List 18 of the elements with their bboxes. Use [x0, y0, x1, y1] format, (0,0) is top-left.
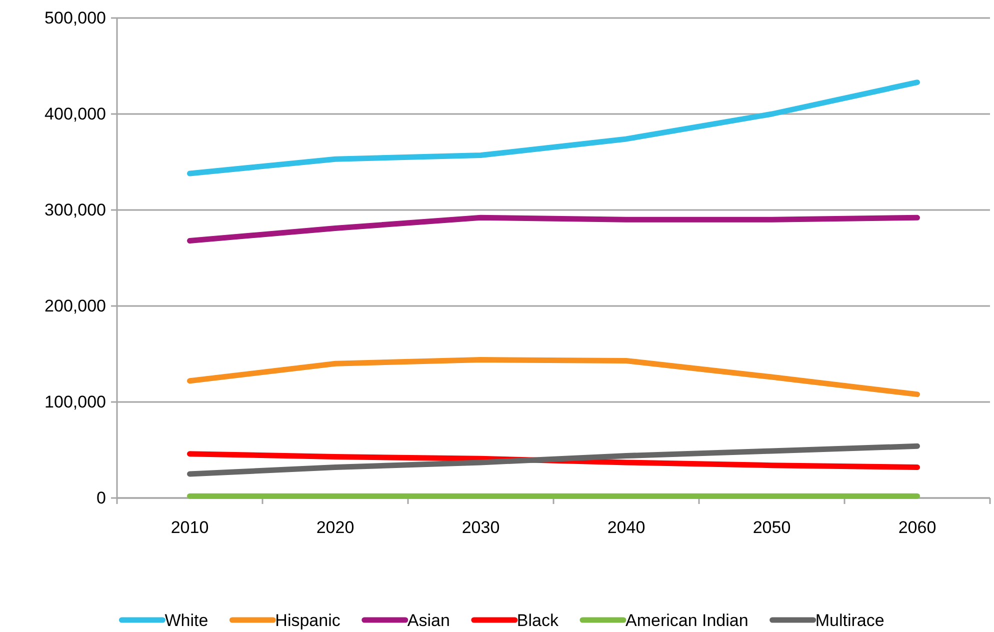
legend-label: Multirace [815, 611, 884, 630]
legend-label: American Indian [625, 611, 748, 630]
y-tick-label: 500,000 [44, 8, 106, 28]
x-tick-label: 2020 [316, 518, 354, 537]
y-tick-label: 0 [96, 488, 106, 508]
x-tick-label: 2050 [752, 518, 791, 537]
x-tick-label: 2030 [462, 518, 500, 537]
legend-label: Black [516, 611, 559, 630]
y-tick-label: 300,000 [44, 200, 106, 220]
legend-label: Asian [407, 611, 450, 630]
x-tick-label: 2040 [607, 518, 646, 537]
x-tick-label: 2010 [170, 518, 209, 537]
legend-label: Hispanic [275, 611, 341, 630]
y-tick-label: 100,000 [44, 392, 106, 412]
legend-label: White [164, 611, 208, 630]
y-tick-label: 400,000 [44, 104, 106, 124]
y-tick-label: 200,000 [44, 296, 106, 316]
x-tick-label: 2060 [898, 518, 936, 537]
